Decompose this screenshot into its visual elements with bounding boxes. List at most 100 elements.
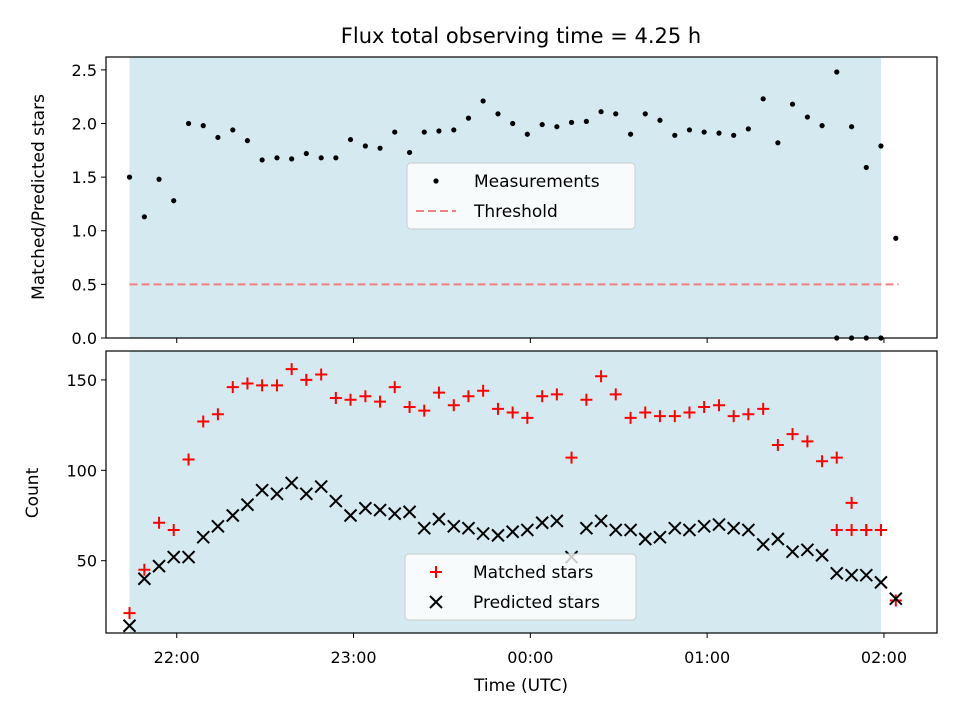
count-series-0-point-48 — [830, 451, 843, 464]
ratio-legend-box — [406, 162, 636, 230]
count-series-2-point-0 — [122, 619, 137, 633]
count-series-2-point-46 — [800, 543, 815, 557]
count-series-0-point-46 — [801, 435, 814, 448]
count-series-0-point-12 — [300, 373, 313, 386]
count-axes: 50 100 150 22:00 23:00 00:00 01:00 02:00 — [66, 371, 907, 667]
count-series-2-point-20 — [417, 521, 431, 535]
ratio-series-0-point-22 — [451, 127, 457, 133]
count-series-0-point-47 — [816, 455, 829, 468]
ratio-series-0-point-47 — [819, 123, 825, 129]
count-series-0-point-20 — [418, 404, 431, 417]
count-marks — [122, 363, 903, 633]
count-series-0-point-0 — [123, 607, 136, 620]
ratio-series-0-point-26 — [510, 120, 516, 127]
ratio-series-0-point-11 — [289, 156, 295, 162]
ratio-series-0-point-2 — [156, 176, 162, 182]
ratio-series-0-point-20 — [421, 129, 427, 135]
ratio-y-tick-label: 1.5 — [72, 168, 97, 187]
count-series-2-point-47 — [815, 548, 829, 562]
count-series-0-point-33 — [609, 388, 622, 401]
ratio-series-0-point-15 — [347, 136, 354, 143]
count-legend: Matched stars Predicted stars — [404, 553, 637, 621]
count-series-0-point-1 — [138, 563, 151, 576]
ratio-series-0-point-31 — [583, 118, 589, 124]
legend-predicted-label: Predicted stars — [473, 593, 600, 613]
ratio-series-0-point-27 — [524, 131, 530, 137]
count-series-0-point-52 — [889, 594, 902, 607]
ratio-legend: Measurements Threshold — [406, 162, 636, 230]
ratio-series-0-point-12 — [303, 150, 309, 157]
count-series-2-point-35 — [638, 532, 652, 546]
count-series-0-point-32 — [595, 370, 608, 383]
ratio-series-0-point-23 — [465, 115, 472, 121]
count-series-0-point-25 — [491, 402, 504, 415]
ratio-series-0-point-10 — [274, 155, 280, 161]
count-series-0-point-26 — [506, 406, 519, 419]
ratio-series-0-point-42 — [745, 126, 751, 132]
ratio-series-0-point-5 — [200, 123, 206, 129]
count-series-2-point-27 — [520, 523, 535, 537]
count-series-0-point-36 — [653, 410, 666, 423]
count-series-0-point-7 — [226, 381, 239, 394]
count-series-0-point-11 — [285, 363, 298, 376]
count-y-axis-label: Count — [23, 467, 43, 518]
count-series-2-point-33 — [609, 523, 623, 537]
count-series-2-point-19 — [402, 505, 417, 519]
count-series-2-point-31 — [579, 521, 594, 535]
count-series-0-point-30 — [565, 451, 578, 464]
count-series-2-point-13 — [314, 479, 328, 494]
count-series-0-point-49 — [845, 496, 858, 509]
count-series-2-point-41 — [726, 521, 741, 535]
count-series-2-point-29 — [550, 514, 564, 528]
ratio-series-0-point-30 — [568, 119, 575, 126]
ratio-series-0-point-38 — [686, 127, 693, 133]
ratio-series-0-point-48 — [834, 69, 840, 75]
ratio-panel-frame — [105, 56, 938, 339]
count-series-0-point-17 — [374, 395, 387, 408]
count-series-2-point-39 — [697, 519, 711, 534]
ratio-series-0-point-18 — [392, 129, 398, 135]
ratio-series-0-point-28 — [539, 121, 545, 128]
count-series-2-point-9 — [255, 483, 269, 497]
count-series-2-point-51 — [874, 575, 888, 590]
ratio-y-tick-label: 2.0 — [72, 114, 97, 133]
count-series-0-point-15 — [344, 393, 357, 406]
ratio-series-0-point-39 — [701, 129, 707, 135]
chart-title: Flux total observing time = 4.25 h — [341, 24, 701, 48]
count-legend-box — [404, 553, 637, 621]
ratio-series-0-point-0 — [126, 174, 133, 180]
ratio-series-0-point-1 — [141, 214, 147, 220]
ratio-series-0-point-6 — [215, 134, 221, 141]
legend-predicted-marker — [429, 595, 443, 609]
x-axis-label: Time (UTC) — [473, 676, 568, 696]
count-series-0-point-35 — [639, 406, 652, 419]
ratio-series-0-point-9 — [259, 157, 265, 163]
count-series-2-point-21 — [432, 512, 446, 526]
count-series-2-point-38 — [682, 523, 697, 537]
ratio-series-0-point-17 — [377, 145, 383, 151]
ratio-series-0-point-25 — [495, 111, 501, 117]
ratio-y-tick-label: 0.5 — [72, 275, 97, 294]
count-series-0-point-39 — [698, 401, 711, 414]
x-tick-label: 22:00 — [154, 648, 200, 667]
ratio-series-0-point-40 — [716, 130, 722, 136]
ratio-series-0-point-33 — [613, 111, 619, 117]
ratio-series-0-point-16 — [362, 143, 368, 149]
ratio-series-0-point-49 — [849, 124, 855, 130]
x-tick-label: 02:00 — [861, 648, 907, 667]
legend-matched-marker — [430, 566, 442, 578]
count-series-2-point-28 — [535, 516, 549, 530]
count-series-0-point-13 — [315, 368, 328, 381]
count-series-2-point-37 — [668, 521, 682, 535]
ratio-series-0-point-24 — [480, 98, 486, 104]
count-series-0-point-10 — [270, 379, 283, 392]
ratio-series-0-point-36 — [657, 117, 663, 123]
count-series-2-point-4 — [181, 550, 196, 564]
count-series-2-point-2 — [152, 559, 166, 573]
ratio-marks — [126, 69, 899, 341]
count-series-2-point-52 — [889, 591, 903, 606]
count-series-2-point-1 — [137, 572, 152, 586]
count-series-2-point-11 — [284, 476, 299, 490]
count-series-0-point-31 — [580, 393, 593, 406]
